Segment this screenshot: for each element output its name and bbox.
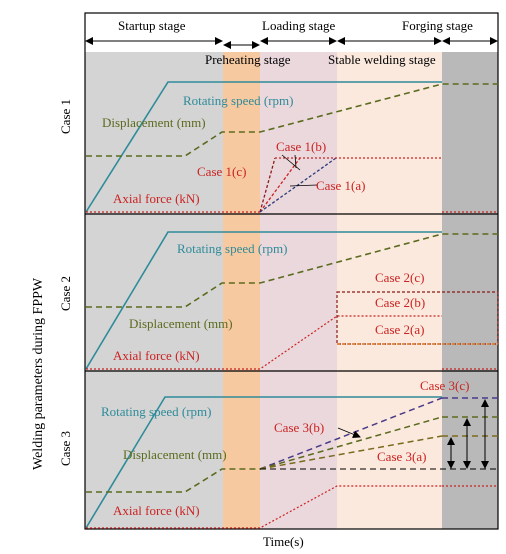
case-2-label: Case 2 [58, 276, 73, 311]
case-1b-label: Case 1(b) [276, 139, 326, 154]
case-2-displacement-line [86, 233, 498, 308]
y-axis-label: Welding parameters during FPPW [31, 277, 46, 470]
case-2-axial-force-line [86, 315, 442, 370]
case-3-rotating-speed-label: Rotating speed (rpm) [101, 404, 211, 419]
loading-stage-label: Loading stage [262, 18, 336, 33]
figure-frame [84, 12, 499, 530]
case-3b-line [259, 416, 443, 470]
case-1-rotating-speed-label: Rotating speed (rpm) [183, 93, 293, 108]
case-3-axial-force-line [86, 485, 442, 529]
case-2a-label: Case 2(a) [375, 322, 424, 337]
stable-band [337, 13, 442, 529]
case-2b-label: Case 2(b) [375, 295, 425, 310]
case-2-axial-force-label: Axial force (kN) [113, 348, 200, 363]
case-3-displacement-base [86, 468, 260, 493]
case-3b-leader [337, 427, 361, 439]
forging-stage-label: Forging stage [402, 18, 473, 33]
case-3-displacement-label: Displacement (mm) [123, 447, 227, 462]
case-1-label: Case 1 [58, 99, 73, 134]
case-3c-line [259, 397, 443, 470]
stable-stage-label: Stable welding stage [328, 52, 436, 67]
case-1c-line [259, 157, 276, 213]
startup-band [85, 13, 223, 529]
case-1a-leader [289, 184, 318, 187]
case-1-panel: Rotating speed (rpm) Displacement (mm) A… [85, 81, 498, 213]
case-1a-line [259, 157, 337, 213]
case-1b-leader [281, 154, 301, 171]
case-2-displacement-label: Displacement (mm) [129, 316, 233, 331]
case-2-rotating-speed-line [85, 231, 442, 370]
case-1a-label: Case 1(a) [316, 178, 365, 193]
case-2c-box [336, 291, 499, 345]
case-2-panel: Rotating speed (rpm) Displacement (mm) A… [85, 231, 499, 370]
case-1b-line [259, 157, 301, 213]
x-axis-label: Time(s) [263, 534, 304, 549]
case-3a-label: Case 3(a) [377, 449, 426, 464]
case-3-rotating-speed-line [85, 396, 442, 529]
preheating-stage-label: Preheating stage [205, 52, 291, 67]
case-1-displacement-line [86, 83, 498, 157]
case-3-panel: Rotating speed (rpm) Displacement (mm) A… [85, 378, 498, 529]
case-3a-line [259, 435, 443, 470]
case-1b-leader-2 [294, 154, 297, 169]
stage-header-bg [85, 13, 498, 52]
case-1-rotating-speed-line [85, 81, 442, 213]
forging-band [442, 13, 498, 529]
case-1-displacement-label: Displacement (mm) [102, 115, 206, 130]
loading-band [260, 13, 337, 529]
startup-stage-label: Startup stage [118, 18, 186, 33]
case-2-rotating-speed-label: Rotating speed (rpm) [177, 241, 287, 256]
case-1c-label: Case 1(c) [197, 164, 246, 179]
case-3b-label: Case 3(b) [274, 420, 324, 435]
case-1-axial-force-label: Axial force (kN) [113, 191, 200, 206]
preheat-band [223, 13, 260, 529]
case-2c-label: Case 2(c) [375, 270, 424, 285]
case-3c-label: Case 3(c) [420, 378, 469, 393]
case-3-label: Case 3 [58, 431, 73, 466]
case-3-axial-force-label: Axial force (kN) [113, 503, 200, 518]
